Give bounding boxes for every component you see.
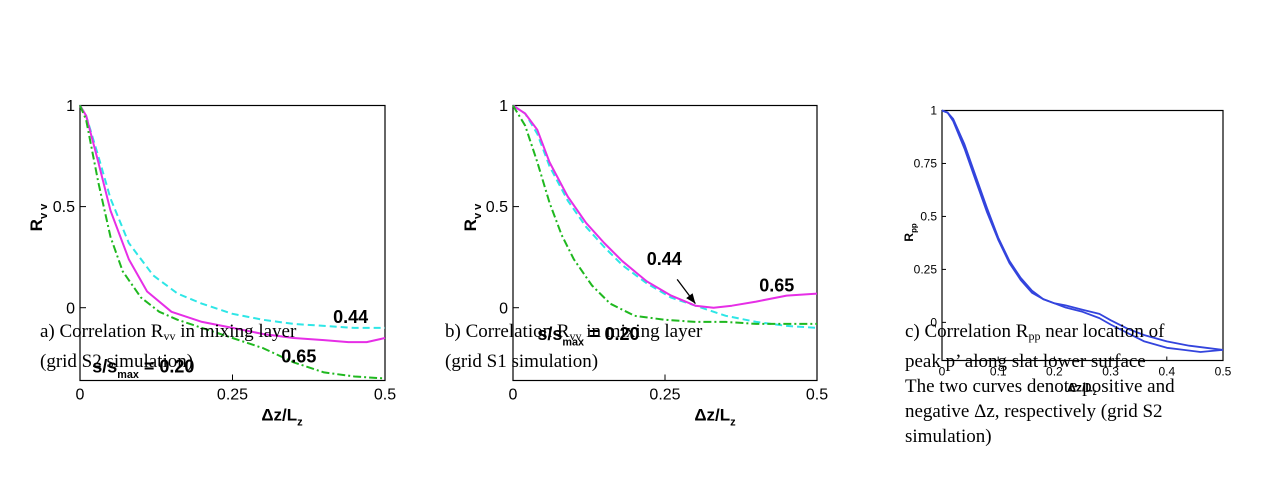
pa-annotation-1: 0.44 [333, 307, 368, 327]
pa-y-tick-label: 0.5 [53, 199, 75, 216]
pc-x-axis-label-sub: z [1093, 388, 1097, 397]
pb-y-tick-label: 0.5 [486, 199, 508, 216]
caption-a: a) Correlation Rvv in mixing layer (grid… [40, 319, 400, 374]
caption-a-prefix: a) Correlation R [40, 321, 164, 342]
pb-x-axis-label: Δz/Lz [694, 406, 736, 429]
pb-y-axis-label-sub: v v [472, 203, 484, 219]
pb-x-tick-label: 0.5 [806, 387, 828, 404]
caption-a-sub: vv [163, 329, 176, 343]
pa-annotation-tail: = 0.20 [139, 356, 195, 376]
pc-plot-frame [941, 109, 1224, 362]
panel-c-chart: 0 0.1 0.2 0.3 0.4 0.5 0 0.25 0.5 0.75 1 Δz/Lz Rpp [902, 104, 1232, 397]
pb-x-tick-label: 0.25 [649, 387, 680, 404]
pc-x-tick-label: 0.3 [1102, 365, 1119, 379]
pc-x-tick-label: 0 [939, 365, 946, 379]
pa-x-axis-label-sub: z [297, 417, 303, 429]
pc-x-tick-label: 0.4 [1158, 365, 1175, 379]
pc-x-tick-label: 0.2 [1046, 365, 1063, 379]
pc-x-axis-label: Δz/Lz [1067, 381, 1096, 398]
pb-annotation-tail: = 0.20 [584, 324, 640, 344]
pa-series-line-3 [79, 105, 386, 380]
pa-y-axis-label-sub: v v [38, 203, 50, 219]
caption-b-suffix: in mixing layer (grid S1 simulation) [445, 321, 703, 372]
pb-series-line-3 [512, 104, 817, 325]
pb-y-tick-label: 1 [499, 98, 508, 115]
pc-y-tick-label: 0.25 [914, 263, 938, 277]
pa-x-axis-label: Δz/Lz [261, 406, 303, 429]
pc-y-axis-label-sub: pp [910, 223, 919, 233]
pa-annotation-2: 0.65 [281, 346, 316, 366]
pa-x-tick-label: 0 [76, 387, 85, 404]
pc-y-tick-label: 0.75 [914, 157, 938, 171]
pa-x-tick-label: 0.25 [217, 387, 248, 404]
pa-y-axis-label: Rv v [27, 203, 50, 231]
pb-series-line-2 [512, 104, 818, 309]
pb-series-line-1 [512, 104, 818, 329]
pa-y-tick-label: 0 [66, 300, 75, 317]
caption-c-suffix: near location of peak p’ along slat lowe… [905, 321, 1175, 447]
pc-x-tick-label: 0.1 [990, 365, 1007, 379]
pb-y-tick-label: 0 [499, 300, 508, 317]
pb-annotation-sub: max [562, 336, 584, 348]
caption-a-suffix: in mixing layer (grid S2 simulation) [40, 321, 297, 372]
caption-b-sub: vv [569, 329, 582, 343]
pb-x-axis-label-sub: z [730, 417, 736, 429]
caption-b: b) Correlation Rvv in mixing layer (grid… [445, 319, 805, 374]
pb-y-axis-label: Rv v [461, 203, 484, 231]
caption-c-sub: pp [1028, 329, 1041, 343]
pa-y-tick-label: 1 [66, 98, 75, 115]
pc-y-tick-label: 0.5 [920, 210, 937, 224]
caption-c: c) Correlation Rpp near location of peak… [905, 319, 1267, 449]
pb-annotation-2: 0.65 [759, 276, 794, 296]
pc-y-tick-label: 0 [930, 316, 937, 330]
caption-b-prefix: b) Correlation R [445, 321, 570, 342]
pc-series-line-2 [941, 109, 1224, 351]
pc-x-tick-label: 0.5 [1215, 365, 1232, 379]
pa-series-line-2 [79, 104, 386, 344]
pb-x-tick-label: 0 [509, 387, 518, 404]
pc-series-line-1 [941, 109, 1224, 353]
pa-x-tick-label: 0.5 [374, 387, 396, 404]
caption-c-prefix: c) Correlation R [905, 321, 1029, 342]
pc-y-tick-label: 1 [930, 104, 937, 118]
pb-arrow-head [686, 293, 696, 304]
pa-series-line-1 [79, 104, 385, 329]
pc-y-axis-label: Rpp [902, 223, 919, 241]
pb-annotation-1: 0.44 [647, 249, 682, 269]
pa-annotation-sub: max [117, 369, 139, 381]
